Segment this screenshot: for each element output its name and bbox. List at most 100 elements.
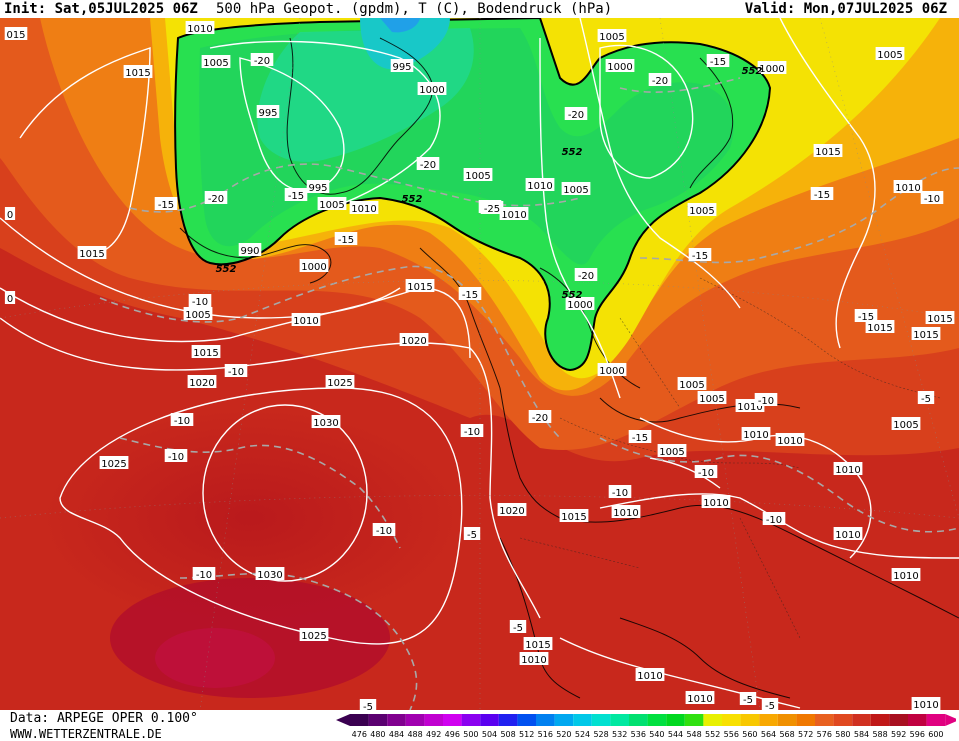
pressure-label: 1010 — [519, 652, 549, 666]
pressure-label: 1020 — [399, 333, 429, 347]
svg-text:-5: -5 — [743, 695, 753, 706]
svg-text:995: 995 — [392, 62, 411, 73]
svg-text:0: 0 — [7, 210, 13, 221]
legend-swatch — [424, 714, 443, 726]
borders — [519, 277, 941, 639]
temperature-label: -20 — [528, 410, 552, 424]
pressure-label: 1010 — [891, 568, 921, 582]
isobar-1020 — [0, 317, 541, 619]
svg-text:-5: -5 — [765, 701, 775, 710]
legend-value: 496 — [445, 730, 460, 739]
legend-value: 568 — [779, 730, 794, 739]
svg-text:-10: -10 — [924, 194, 940, 205]
temperature-label: -20 — [574, 268, 598, 282]
isobar-1030 — [202, 404, 368, 582]
pressure-label: 1000 — [299, 259, 329, 273]
legend-value: 592 — [891, 730, 906, 739]
legend-swatch — [926, 714, 946, 726]
svg-text:1005: 1005 — [679, 380, 704, 391]
svg-text:-15: -15 — [158, 200, 174, 211]
legend-swatch — [647, 714, 667, 726]
legend-swatch — [629, 714, 648, 726]
svg-text:-20: -20 — [420, 160, 436, 171]
pressure-label: 0 — [4, 207, 16, 221]
isobar-1000 — [599, 44, 694, 179]
svg-text:-10: -10 — [174, 416, 190, 427]
pressure-label: 1005 — [875, 47, 905, 61]
svg-text:1000: 1000 — [607, 62, 632, 73]
map-header: Init: Sat,05JUL2025 06Z 500 hPa Geopot. … — [0, 0, 959, 18]
svg-text:1010: 1010 — [913, 700, 938, 710]
pressure-label: 1010 — [635, 668, 665, 682]
trough-536 — [360, 18, 450, 70]
svg-text:-10: -10 — [192, 297, 208, 308]
legend-swatch — [777, 714, 797, 726]
svg-text:995: 995 — [258, 108, 277, 119]
svg-text:1015: 1015 — [867, 323, 892, 334]
pressure-label: 1015 — [191, 345, 221, 359]
svg-text:-10: -10 — [228, 367, 244, 378]
legend-swatch — [740, 714, 760, 726]
legend-value: 524 — [575, 730, 590, 739]
svg-text:1010: 1010 — [351, 204, 376, 215]
pressure-label: 1010 — [833, 462, 863, 476]
pressure-label: 1020 — [497, 503, 527, 517]
geopotential-label: 552 — [742, 66, 763, 77]
svg-text:-10: -10 — [758, 396, 774, 407]
legend-swatch — [405, 714, 425, 726]
temperature-label: -25 — [480, 201, 504, 215]
map-title: 500 hPa Geopot. (gpdm), T (C), Bodendruc… — [216, 1, 613, 17]
legend-swatch — [833, 714, 853, 726]
temperature-label: -20 — [416, 157, 440, 171]
svg-text:1005: 1005 — [689, 206, 714, 217]
svg-text:1005: 1005 — [185, 310, 210, 321]
pressure-label: 1015 — [523, 637, 553, 651]
legend-value: 512 — [519, 730, 534, 739]
pressure-label: 1010 — [893, 180, 923, 194]
svg-text:995: 995 — [308, 183, 327, 194]
svg-text:-10: -10 — [612, 488, 628, 499]
pressure-label: 1015 — [813, 144, 843, 158]
legend-swatch — [591, 714, 611, 726]
svg-text:552: 552 — [562, 290, 583, 301]
svg-text:0: 0 — [7, 294, 13, 305]
pressure-label: 1005 — [463, 168, 493, 182]
svg-text:1015: 1015 — [525, 640, 550, 651]
svg-text:1015: 1015 — [927, 314, 952, 325]
temperature-labels: -20 -20 -15 -20 -20 -15 -20 -15 -15 -15 -10 -15 -15 -… — [154, 53, 944, 710]
svg-text:-5: -5 — [467, 530, 477, 541]
temperature-label: -15 — [154, 197, 178, 211]
pressure-label: 1010 — [911, 697, 941, 710]
pressure-label: 1005 — [687, 203, 717, 217]
svg-text:-15: -15 — [814, 190, 830, 201]
svg-text:1015: 1015 — [125, 68, 150, 79]
svg-text:1000: 1000 — [419, 85, 444, 96]
svg-text:-15: -15 — [858, 312, 874, 323]
pressure-label: 1005 — [657, 444, 687, 458]
svg-text:1005: 1005 — [563, 185, 588, 196]
legend-swatch — [796, 714, 815, 726]
temperature-label: -10 — [920, 191, 944, 205]
pressure-label: 1020 — [187, 375, 217, 389]
pressure-label: 1005 — [317, 197, 347, 211]
svg-text:1030: 1030 — [313, 418, 338, 429]
temperature-label: -15 — [688, 248, 712, 262]
pressure-label: 1005 — [597, 29, 627, 43]
legend-value: 584 — [854, 730, 869, 739]
svg-text:-20: -20 — [254, 56, 270, 67]
pressure-label: 1010 — [185, 21, 215, 35]
temperature-label: -20 — [564, 107, 588, 121]
pressure-label: 1015 — [77, 246, 107, 260]
pressure-label: 1015 — [559, 509, 589, 523]
svg-text:-20: -20 — [568, 110, 584, 121]
svg-text:552: 552 — [402, 194, 423, 205]
svg-text:-10: -10 — [376, 526, 392, 537]
pressure-label: 1010 — [741, 427, 771, 441]
legend-swatch — [498, 714, 518, 726]
legend-value: 544 — [668, 730, 683, 739]
svg-text:1015: 1015 — [561, 512, 586, 523]
temperature-label: -15 — [628, 430, 652, 444]
site-url[interactable]: WWW.WETTERZENTRALE.DE — [10, 727, 162, 741]
svg-text:015: 015 — [6, 30, 25, 41]
svg-text:-10: -10 — [464, 427, 480, 438]
